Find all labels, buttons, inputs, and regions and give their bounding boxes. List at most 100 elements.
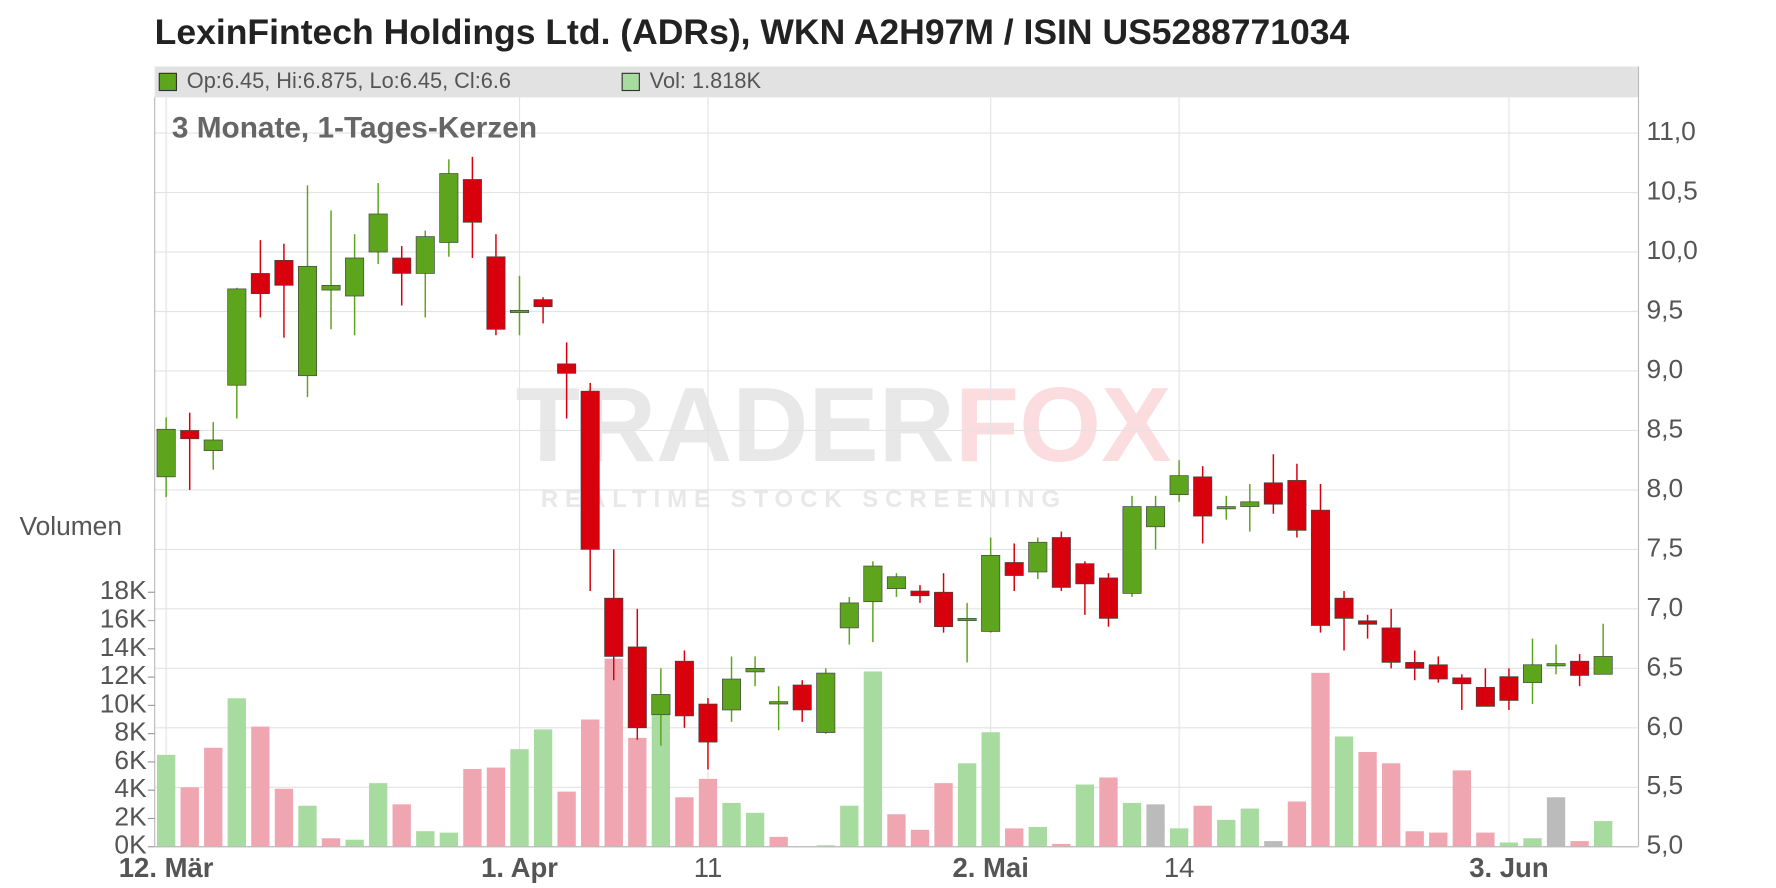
volume-bar bbox=[204, 747, 223, 847]
volume-bar bbox=[1358, 752, 1377, 847]
candle-body bbox=[1098, 577, 1118, 619]
candle-body bbox=[180, 430, 200, 440]
y2-tick-label: 2K bbox=[114, 801, 147, 831]
volume-bar bbox=[1523, 838, 1542, 847]
volume-bar bbox=[1311, 672, 1330, 847]
volume-axis-label: Volumen bbox=[19, 511, 122, 541]
candle-body bbox=[910, 590, 930, 597]
volume-bar bbox=[416, 831, 435, 847]
candle-body bbox=[486, 256, 506, 330]
candle-body bbox=[1051, 537, 1071, 588]
y-tick-label: 6,5 bbox=[1647, 651, 1684, 681]
volume-bar bbox=[392, 804, 411, 847]
candle-body bbox=[274, 260, 294, 286]
candle-body bbox=[674, 660, 694, 717]
volume-bar bbox=[1287, 801, 1307, 847]
candle-body bbox=[509, 309, 530, 313]
volume-bar bbox=[722, 802, 741, 847]
y-tick-label: 11,0 bbox=[1647, 116, 1696, 146]
volume-bar bbox=[345, 839, 364, 847]
candle-body bbox=[1028, 541, 1048, 573]
candle-body bbox=[957, 618, 977, 622]
watermark: TRADERFOX REALTIME STOCK SCREENING bbox=[516, 367, 1172, 513]
volume-bar bbox=[1381, 763, 1401, 847]
candle-body bbox=[203, 439, 223, 452]
chart-subtitle: 3 Monate, 1-Tages-Kerzen bbox=[172, 111, 537, 144]
y-tick-label: 7,5 bbox=[1647, 532, 1684, 562]
candle-body bbox=[250, 273, 270, 294]
candle-body bbox=[1004, 562, 1024, 576]
volume-bar bbox=[887, 814, 906, 847]
candle-body bbox=[1546, 663, 1566, 667]
candle-body bbox=[1334, 597, 1354, 619]
volume-bar bbox=[251, 726, 270, 847]
candle-body bbox=[627, 646, 647, 729]
y2-tick-label: 4K bbox=[114, 773, 147, 803]
candle-body bbox=[1169, 475, 1189, 496]
volume-bar bbox=[1476, 832, 1495, 847]
volume-bar bbox=[321, 838, 341, 847]
volume-bar bbox=[486, 767, 506, 847]
volume-bar bbox=[1099, 777, 1118, 847]
watermark-tagline: REALTIME STOCK SCREENING bbox=[541, 486, 1067, 513]
x-tick-label: 2. Mai bbox=[952, 852, 1028, 883]
candle-body bbox=[1358, 620, 1378, 625]
candle-body bbox=[1216, 506, 1236, 510]
candle-body bbox=[1310, 509, 1330, 626]
y2-tick-label: 10K bbox=[100, 688, 147, 718]
candle-body bbox=[1193, 476, 1213, 517]
y2-tick-label: 16K bbox=[100, 603, 147, 633]
y-tick-label: 6,0 bbox=[1647, 711, 1684, 741]
volume-bar bbox=[533, 729, 553, 847]
volume-bar bbox=[463, 768, 482, 847]
x-tick-label: 14 bbox=[1164, 852, 1195, 883]
volume-bar bbox=[1146, 804, 1165, 847]
volume-bar bbox=[439, 832, 459, 847]
candle-body bbox=[227, 288, 247, 386]
volume-bar bbox=[816, 845, 835, 847]
candle-body bbox=[368, 213, 388, 253]
candle-body bbox=[863, 565, 883, 603]
y-tick-label: 5,0 bbox=[1647, 830, 1684, 860]
watermark-part: FOX bbox=[955, 367, 1172, 484]
candle-body bbox=[1428, 664, 1448, 680]
y-tick-label: 10,5 bbox=[1647, 176, 1698, 206]
candle-body bbox=[1263, 482, 1283, 505]
x-tick-label: 12. Mär bbox=[119, 852, 214, 883]
volume-bar bbox=[957, 763, 977, 847]
y-tick-label: 8,5 bbox=[1647, 413, 1684, 443]
candle-body bbox=[1287, 480, 1307, 531]
candle-body bbox=[321, 284, 341, 291]
volume-bar bbox=[1005, 828, 1024, 847]
volume-bar bbox=[675, 797, 694, 847]
candle-body bbox=[1075, 563, 1095, 585]
chart-title: LexinFintech Holdings Ltd. (ADRs), WKN A… bbox=[155, 12, 1350, 52]
legend-volume: Vol: 1.818K bbox=[650, 68, 762, 93]
x-tick-label: 1. Apr bbox=[481, 852, 558, 883]
candle-body bbox=[1122, 506, 1142, 594]
candle-body bbox=[886, 576, 906, 589]
volume-bar bbox=[156, 754, 176, 847]
volume-bar bbox=[298, 805, 317, 847]
volume-bar bbox=[1075, 784, 1095, 847]
volume-bar bbox=[1217, 819, 1236, 847]
candle-body bbox=[1570, 660, 1590, 676]
y-tick-label: 8,0 bbox=[1647, 473, 1684, 503]
volume-bar bbox=[934, 783, 953, 847]
y2-tick-label: 18K bbox=[100, 575, 147, 605]
volume-bar bbox=[863, 671, 883, 847]
candle-body bbox=[557, 363, 577, 374]
candle-body bbox=[297, 265, 317, 377]
volume-bar bbox=[1052, 843, 1071, 847]
candle-body bbox=[934, 591, 954, 628]
volume-bar bbox=[1334, 736, 1354, 847]
volume-bar bbox=[581, 719, 600, 847]
y2-tick-label: 6K bbox=[114, 745, 147, 775]
y2-tick-label: 8K bbox=[114, 717, 147, 747]
candle-body bbox=[415, 236, 435, 274]
y2-tick-label: 12K bbox=[100, 660, 147, 690]
legend-ohlc: Op:6.45, Hi:6.875, Lo:6.45, Cl:6.6 bbox=[187, 68, 511, 93]
candle-body bbox=[769, 701, 789, 705]
candle-body bbox=[1593, 656, 1613, 675]
